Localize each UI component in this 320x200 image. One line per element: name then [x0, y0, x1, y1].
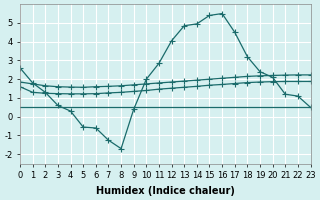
- X-axis label: Humidex (Indice chaleur): Humidex (Indice chaleur): [96, 186, 235, 196]
